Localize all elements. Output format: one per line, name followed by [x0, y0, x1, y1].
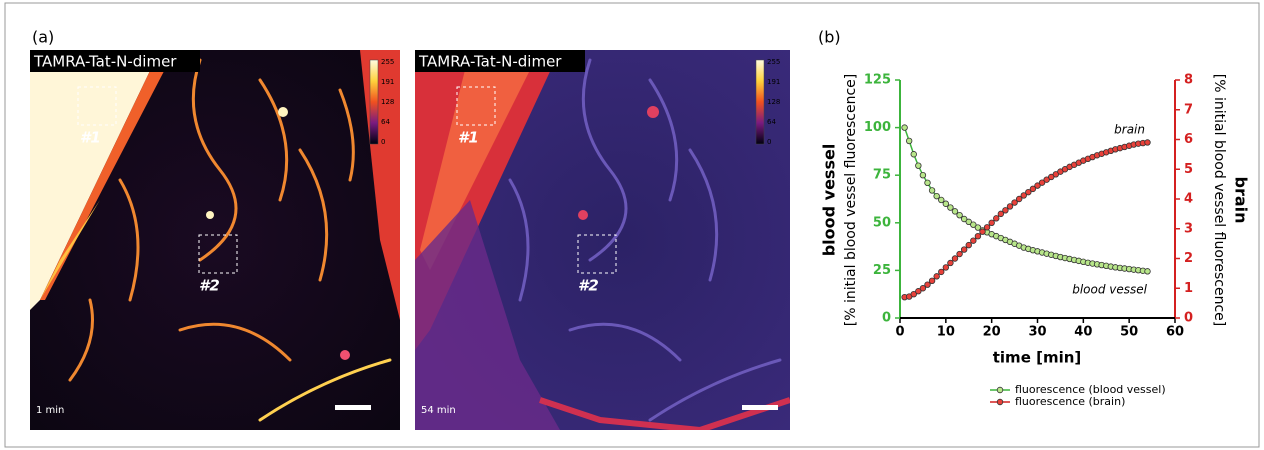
- image-1min: [30, 50, 400, 430]
- x-tick-label: 30: [1028, 325, 1046, 340]
- colorbar-tick-label: 191: [381, 78, 394, 86]
- point: [929, 278, 935, 284]
- legend-marker: [997, 399, 1003, 405]
- y2-tick-label: 5: [1184, 162, 1193, 177]
- y2-axis-subtitle: [% initial blood vessel fluorescence]: [1211, 74, 1227, 326]
- roi-label: #2: [578, 277, 599, 295]
- point: [971, 238, 977, 244]
- x-tick-label: 10: [937, 325, 955, 340]
- point: [952, 209, 958, 215]
- annotation: blood vessel: [1072, 283, 1147, 297]
- point: [916, 163, 922, 169]
- point: [938, 197, 944, 203]
- y-tick-label: 100: [864, 120, 891, 135]
- y-tick-label: 125: [864, 73, 891, 88]
- y-tick-label: 0: [882, 311, 891, 326]
- y2-tick-label: 1: [1184, 281, 1193, 296]
- point: [957, 251, 963, 257]
- point: [906, 138, 912, 144]
- point: [993, 216, 999, 222]
- y2-tick-label: 0: [1184, 311, 1193, 326]
- colorbar: [756, 60, 764, 144]
- x-tick-label: 40: [1074, 325, 1092, 340]
- point: [957, 212, 963, 218]
- time-label: 1 min: [36, 405, 64, 416]
- colorbar-tick-label: 128: [767, 98, 780, 106]
- legend-marker: [997, 387, 1003, 393]
- panel-label: (a): [32, 28, 54, 47]
- point: [943, 201, 949, 207]
- colorbar-tick-label: 255: [767, 58, 780, 66]
- image-title: TAMRA-Tat-N-dimer: [418, 53, 562, 71]
- point: [925, 282, 931, 288]
- annotation: brain: [1114, 123, 1145, 137]
- x-tick-label: 50: [1120, 325, 1138, 340]
- image-54min: [415, 50, 790, 430]
- point: [920, 172, 926, 178]
- point: [902, 125, 908, 131]
- point: [1003, 208, 1009, 214]
- roi-label: #1: [458, 129, 479, 147]
- legend-label: fluorescence (brain): [1015, 395, 1125, 408]
- colorbar: [370, 60, 378, 144]
- point: [948, 260, 954, 266]
- point: [961, 247, 967, 253]
- roi-label: #2: [199, 277, 220, 295]
- point: [1007, 204, 1013, 210]
- y-tick-label: 75: [873, 168, 891, 183]
- point: [966, 242, 972, 248]
- colorbar-tick-label: 0: [767, 138, 771, 146]
- point: [1145, 140, 1151, 146]
- colorbar-tick-label: 128: [381, 98, 394, 106]
- point: [911, 151, 917, 157]
- figure: (a) (b) TAMRA-Tat-N-dimer #1 #2 1 min: [0, 0, 1264, 450]
- image-title: TAMRA-Tat-N-dimer: [33, 53, 177, 71]
- y2-tick-label: 8: [1184, 73, 1193, 88]
- y2-tick-label: 4: [1184, 192, 1193, 207]
- colorbar-tick-label: 255: [381, 58, 394, 66]
- point: [980, 229, 986, 235]
- x-tick-label: 60: [1166, 325, 1184, 340]
- x-tick-label: 20: [983, 325, 1001, 340]
- point: [989, 220, 995, 226]
- point: [984, 224, 990, 230]
- point: [948, 205, 954, 211]
- point: [938, 269, 944, 275]
- point: [925, 180, 931, 186]
- point: [934, 274, 940, 280]
- point: [952, 256, 958, 262]
- point: [975, 233, 981, 239]
- y-tick-label: 50: [873, 215, 891, 230]
- y2-tick-label: 3: [1184, 221, 1193, 236]
- panel-label: (b): [818, 28, 841, 47]
- y2-tick-label: 2: [1184, 251, 1193, 266]
- time-label: 54 min: [421, 405, 456, 416]
- y2-tick-label: 7: [1184, 102, 1193, 117]
- point: [1145, 269, 1151, 275]
- colorbar-tick-label: 0: [381, 138, 385, 146]
- roi-label: #1: [80, 129, 101, 147]
- y2-axis-title: brain: [1232, 176, 1251, 223]
- point: [943, 265, 949, 271]
- x-axis-title: time [min]: [993, 349, 1082, 367]
- point: [934, 193, 940, 199]
- x-tick-label: 0: [895, 325, 904, 340]
- y2-tick-label: 6: [1184, 132, 1193, 147]
- colorbar-tick-label: 64: [381, 118, 390, 126]
- colorbar-tick-label: 64: [767, 118, 776, 126]
- colorbar-tick-label: 191: [767, 78, 780, 86]
- y-axis-subtitle: [% initial blood vessel fluorescence]: [843, 74, 859, 326]
- y-tick-label: 25: [873, 263, 891, 278]
- y-axis-title: blood vessel: [820, 144, 839, 257]
- point: [929, 188, 935, 194]
